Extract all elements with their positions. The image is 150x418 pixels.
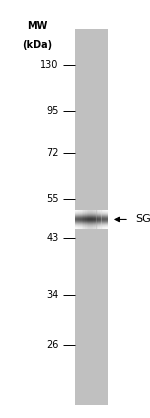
- Bar: [75, 215, 108, 216]
- Bar: [75, 226, 108, 227]
- Text: 95: 95: [46, 106, 59, 116]
- Bar: [75, 218, 108, 219]
- Bar: [75, 224, 108, 225]
- Bar: [85, 210, 87, 229]
- Bar: [92, 210, 93, 229]
- Text: SGK1: SGK1: [135, 214, 150, 224]
- Bar: [75, 214, 108, 215]
- Bar: [75, 217, 108, 218]
- Bar: [75, 225, 108, 226]
- Text: (kDa): (kDa): [22, 40, 52, 50]
- Text: 34: 34: [46, 290, 59, 300]
- Bar: [75, 228, 108, 229]
- Bar: [96, 210, 98, 229]
- Bar: [75, 213, 108, 214]
- Bar: [93, 210, 95, 229]
- Bar: [103, 210, 105, 229]
- Bar: [100, 210, 102, 229]
- Bar: [75, 221, 108, 222]
- Bar: [75, 219, 108, 220]
- Bar: [75, 211, 108, 212]
- Bar: [75, 215, 108, 216]
- Bar: [75, 220, 108, 221]
- Bar: [90, 210, 92, 229]
- Bar: [106, 210, 108, 229]
- Bar: [75, 212, 108, 213]
- Bar: [75, 212, 108, 213]
- Bar: [75, 217, 108, 218]
- Bar: [75, 210, 77, 229]
- Bar: [75, 218, 108, 219]
- Bar: [83, 210, 85, 229]
- Text: 72: 72: [46, 148, 58, 158]
- Bar: [87, 210, 88, 229]
- Text: 43: 43: [46, 233, 59, 243]
- Bar: [75, 222, 108, 223]
- Bar: [75, 227, 108, 228]
- Bar: [75, 214, 108, 215]
- Bar: [105, 210, 106, 229]
- Bar: [88, 210, 90, 229]
- Bar: [75, 222, 108, 223]
- Bar: [75, 29, 108, 405]
- Text: MW: MW: [27, 21, 48, 31]
- Bar: [75, 216, 108, 217]
- Bar: [78, 210, 80, 229]
- Bar: [75, 220, 108, 222]
- Text: 130: 130: [40, 60, 58, 70]
- Bar: [75, 223, 108, 224]
- Bar: [75, 210, 108, 211]
- Bar: [95, 210, 97, 229]
- Bar: [75, 227, 108, 228]
- Bar: [101, 210, 103, 229]
- Bar: [75, 211, 108, 212]
- Bar: [80, 210, 82, 229]
- Text: 26: 26: [46, 340, 59, 350]
- Bar: [75, 223, 108, 224]
- Bar: [98, 210, 100, 229]
- Text: 55: 55: [46, 194, 58, 204]
- Bar: [82, 210, 83, 229]
- Bar: [75, 219, 108, 220]
- Bar: [75, 210, 108, 211]
- Bar: [77, 210, 78, 229]
- Bar: [75, 225, 108, 226]
- Bar: [75, 216, 108, 217]
- Bar: [75, 226, 108, 227]
